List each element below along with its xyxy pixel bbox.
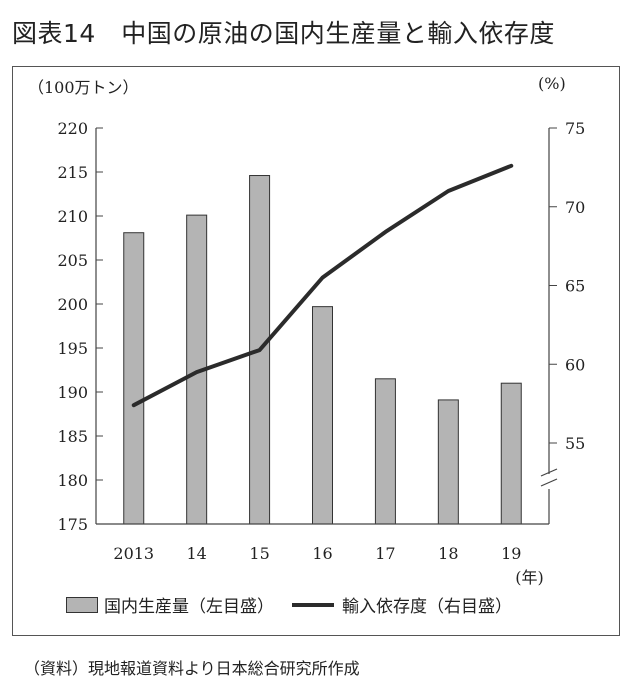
- x-tick-label: 18: [438, 544, 458, 563]
- legend-line-swatch: [292, 602, 334, 607]
- legend-bar-swatch: [66, 596, 98, 613]
- left-tick-label: 205: [57, 251, 88, 270]
- left-tick-label: 210: [57, 207, 88, 226]
- legend-bar-label: 国内生産量（左目盛）: [104, 597, 274, 617]
- right-tick-label: 75: [565, 119, 585, 138]
- chart-frame: [12, 66, 620, 636]
- right-tick-label: 55: [565, 434, 585, 453]
- left-tick-label: 175: [57, 515, 88, 534]
- left-tick-label: 185: [57, 427, 88, 446]
- x-tick-label: 16: [312, 544, 332, 563]
- bar: [500, 382, 522, 525]
- left-tick-label: 200: [57, 295, 88, 314]
- right-tick-label: 65: [565, 277, 585, 296]
- bar: [123, 232, 145, 525]
- axes: 175 180 185 190 195 200 205 210 215 220 55 60 65 70 75…: [57, 119, 585, 587]
- left-tick-label: 195: [57, 339, 88, 358]
- bar: [437, 399, 459, 525]
- source-note: （資料）現地報道資料より日本総合研究所作成: [24, 659, 360, 678]
- left-tick-label: 215: [57, 163, 88, 182]
- right-tick-label: 60: [565, 355, 585, 374]
- left-tick-label: 180: [57, 471, 88, 490]
- bar: [312, 306, 333, 525]
- left-tick-label: 190: [57, 383, 88, 402]
- x-tick-label: 14: [186, 544, 206, 563]
- x-tick-label: 17: [375, 544, 395, 563]
- chart-title: 図表14 中国の原油の国内生産量と輸入依存度: [12, 19, 555, 48]
- left-tick-label: 220: [57, 119, 88, 138]
- legend-line-label: 輸入依存度（右目盛）: [342, 597, 512, 617]
- right-axis-unit: (%): [538, 74, 566, 93]
- line-series: [131, 163, 514, 408]
- bar: [374, 378, 396, 525]
- right-tick-label: 70: [565, 198, 585, 217]
- axis-break-mark: [540, 478, 558, 487]
- left-axis-unit: （100万トン）: [28, 78, 139, 97]
- legend: 国内生産量（左目盛） 輸入依存度（右目盛）: [66, 592, 512, 617]
- axis-break-mark: [540, 468, 558, 477]
- bar-series: [123, 175, 522, 525]
- x-axis-label: (年): [515, 568, 544, 587]
- x-tick-label: 2013: [113, 544, 154, 563]
- x-tick-label: 19: [501, 544, 521, 563]
- x-tick-label: 15: [249, 544, 269, 563]
